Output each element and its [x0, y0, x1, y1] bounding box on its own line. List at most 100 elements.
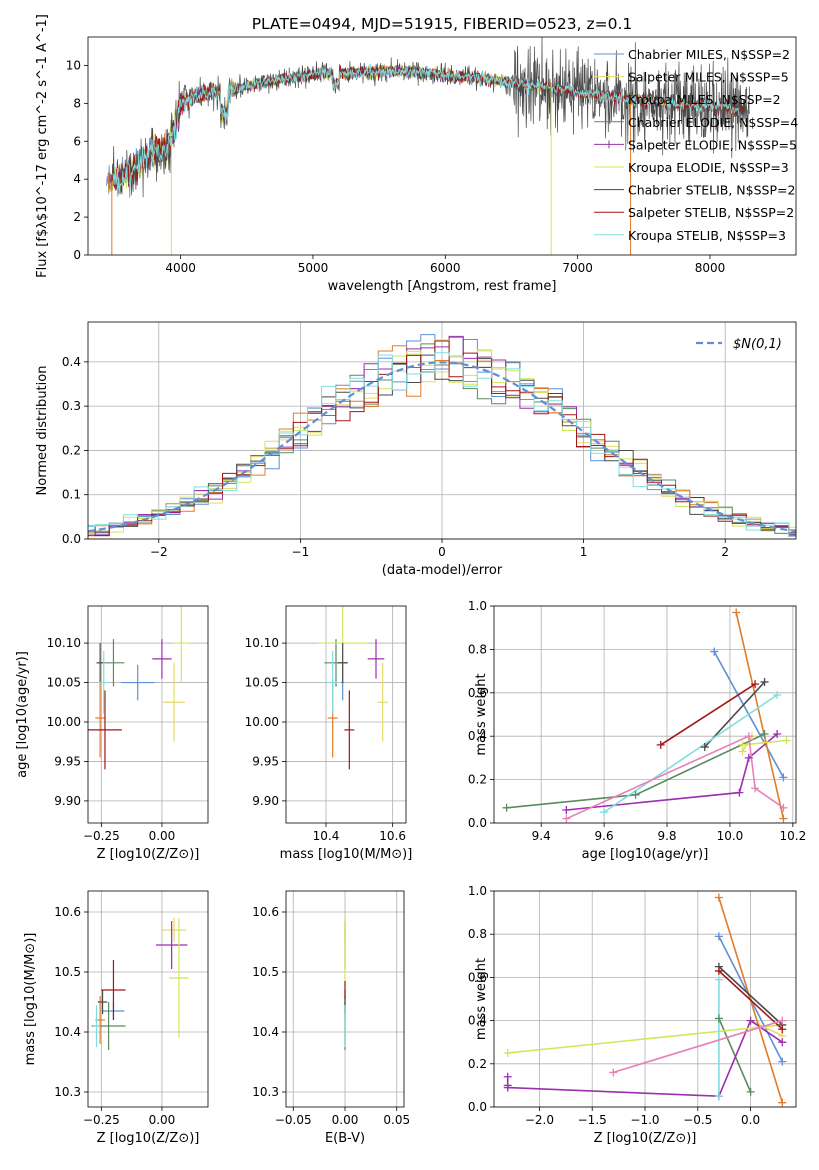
y-tick-label: 10.05 [245, 676, 279, 690]
x-tick-label: 10.2 [779, 829, 806, 843]
weight-line [507, 1024, 783, 1054]
x-tick-label: −0.05 [275, 1113, 312, 1127]
spectrum-line [112, 64, 740, 194]
weight-marker [746, 1016, 755, 1025]
x-tick-label: 0.05 [383, 1113, 410, 1127]
weight-marker [744, 732, 753, 741]
weight-line [613, 1019, 783, 1074]
x-tick-label: 0.00 [149, 829, 176, 843]
x-axis-label: mass [log10(M/M⊙)] [280, 847, 413, 862]
axes-frame [87, 36, 797, 256]
weight-marker [773, 690, 782, 699]
y-tick-label: 10.10 [47, 636, 81, 650]
x-tick-label: −2.0 [525, 1113, 554, 1127]
y-tick-label: 1.0 [468, 599, 487, 613]
axes-residuals: −2 −1 0 1 2 0.0 0.1 0.2 0.3 0.4 (data-model)/error… [35, 321, 797, 578]
axes-frame [87, 605, 209, 824]
weight-marker [735, 788, 744, 797]
x-tick-label: 10.6 [379, 829, 406, 843]
x-tick-label: 10.4 [313, 829, 340, 843]
x-tick-label: 5000 [298, 261, 329, 275]
weight-marker [760, 730, 769, 739]
weight-marker [779, 773, 788, 782]
plot-area [506, 897, 784, 1103]
x-tick-label: 9.6 [595, 829, 614, 843]
x-tick-label: 8000 [695, 261, 726, 275]
y-axis-label: age [log10(age/yr)] [15, 651, 30, 778]
y-tick-label: 10.10 [245, 636, 279, 650]
plot-area [91, 918, 189, 1050]
y-tick-label: 1.0 [468, 884, 487, 898]
x-tick-label: −2 [150, 545, 168, 559]
weight-marker [778, 1038, 787, 1047]
legend-label: Chabrier ELODIE, N$SSP=4 [628, 115, 798, 130]
y-tick-label: 0.6 [468, 686, 487, 700]
weight-marker [714, 893, 723, 902]
plot-area [106, 37, 751, 255]
y-tick-label: 0.8 [468, 927, 487, 941]
weight-line [660, 683, 756, 746]
weight-marker [562, 814, 571, 823]
legend-label: $N(0,1) [733, 337, 782, 352]
x-tick-label: −0.25 [83, 829, 120, 843]
weight-marker [782, 736, 791, 745]
x-tick-label: 7000 [562, 261, 593, 275]
weight-line [566, 733, 778, 811]
x-axis-label: Z [log10(Z/Z⊙)] [97, 1131, 200, 1146]
y-tick-label: 0 [73, 248, 81, 262]
weight-marker [714, 1014, 723, 1023]
weight-marker [760, 677, 769, 686]
y-tick-label: 4 [73, 172, 81, 186]
normal-curve [88, 361, 796, 533]
y-tick-label: 0.0 [62, 532, 81, 546]
legend: Chabrier MILES, N$SSP=2 Salpeter MILES, N… [594, 47, 798, 243]
axes-weight_vs_Z: −2.0 −1.5 −1.0 −0.5 0.0 0.0 0.2 0.4 0.6 0.8 1.0 Z [… [468, 884, 797, 1146]
legend-label: Kroupa ELODIE, N$SSP=3 [628, 160, 789, 175]
y-tick-label: 2 [73, 210, 81, 224]
axes-age_vs_mass: 10.4 10.6 9.90 9.95 10.00 10.05 10.10 mass [log… [245, 605, 413, 862]
weight-line [507, 1019, 783, 1098]
y-tick-label: 10.6 [252, 905, 279, 919]
axes-frame [87, 321, 797, 540]
y-axis-label: mass weight [474, 673, 489, 755]
y-tick-label: 0.6 [468, 970, 487, 984]
weight-marker [714, 932, 723, 941]
y-tick-label: 10.4 [54, 1025, 81, 1039]
weight-marker [503, 1081, 512, 1090]
weight-marker [746, 1087, 755, 1096]
legend-label: Chabrier MILES, N$SSP=2 [628, 47, 790, 62]
weight-marker [503, 1049, 512, 1057]
y-tick-label: 0.1 [62, 488, 81, 502]
x-axis-label: wavelength [Angstrom, rest frame] [328, 279, 557, 294]
weight-line [718, 970, 783, 1030]
weight-marker [744, 753, 753, 762]
y-tick-label: 0.2 [62, 443, 81, 457]
axes-weight_vs_age: 9.4 9.6 9.8 10.0 10.2 0.0 0.2 0.4 0.6 0.8 1.0 age [… [468, 599, 806, 862]
x-tick-label: 0.00 [149, 1113, 176, 1127]
y-tick-label: 6 [73, 134, 81, 148]
y-tick-label: 0.4 [468, 729, 487, 743]
weight-marker [700, 743, 709, 752]
weight-marker [609, 1068, 618, 1077]
axes-spectrum: 4000 5000 6000 7000 8000 0 2 4 6 8 10 wavelength [A… [35, 14, 798, 294]
plot-area [506, 612, 787, 820]
plot-area [317, 606, 388, 770]
weight-line [704, 681, 766, 748]
x-axis-label: Z [log10(Z/Z⊙)] [97, 847, 200, 862]
weight-marker [714, 966, 723, 975]
weight-marker [779, 814, 788, 823]
x-axis-label: Z [log10(Z/Z⊙)] [594, 1131, 697, 1146]
legend-label: Salpeter ELODIE, N$SSP=5 [628, 137, 797, 152]
weight-marker [710, 647, 719, 656]
x-tick-label: 1 [580, 545, 588, 559]
x-tick-label: 10.0 [717, 829, 744, 843]
weight-marker [778, 1098, 787, 1107]
y-tick-label: 10.5 [54, 965, 81, 979]
axes-frame [285, 890, 405, 1108]
x-axis-label: E(B-V) [325, 1131, 365, 1146]
weight-marker [778, 1016, 787, 1025]
y-tick-label: 10 [66, 58, 81, 72]
weight-marker [656, 740, 665, 749]
y-tick-label: 10.4 [252, 1025, 279, 1039]
